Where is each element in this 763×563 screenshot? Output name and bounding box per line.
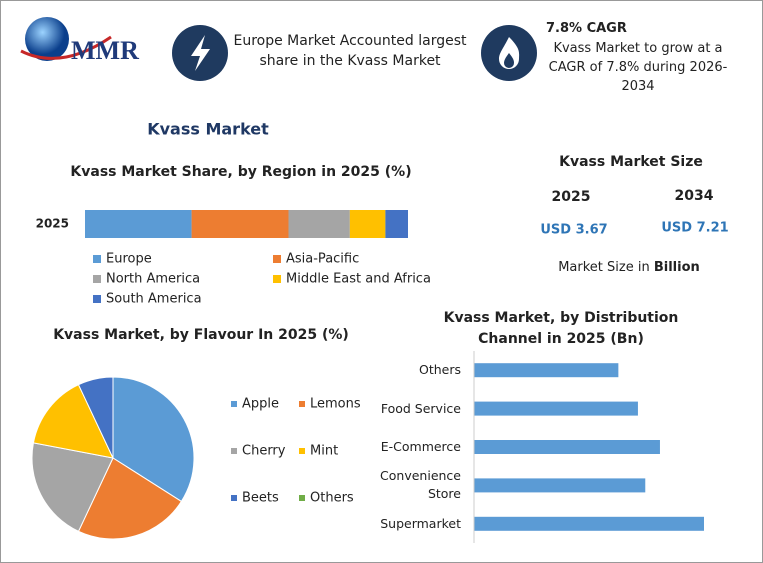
bar-segment [385,210,408,238]
size-year: 2034 [675,188,714,204]
chart-title: Kvass Market Share, by Region in 2025 (%… [70,164,411,180]
bolt-shape [191,35,210,71]
size-value: USD 7.21 [661,221,728,236]
size-value: USD 3.67 [540,223,607,238]
size-note: Market Size in Billion [558,260,700,275]
logo-globe [25,17,69,61]
legend-swatch [93,255,101,263]
flame-inner [504,53,514,68]
legend-label: South America [106,292,202,307]
size-title: Kvass Market Size [559,154,703,170]
bar-segment [349,210,386,238]
legend-swatch [273,275,281,283]
pie-slice [77,457,183,540]
bar [474,478,646,493]
main-title: Kvass Market [147,120,269,139]
legend-swatch [231,495,237,501]
legend-label: Apple [242,397,279,412]
legend-label: Others [310,491,354,506]
legend-label: Cherry [242,444,286,459]
legend-swatch [273,255,281,263]
legend-swatch [231,448,237,454]
chart-title: Kvass Market, by Distribution Channel in… [443,310,679,347]
bar [474,440,660,454]
legend-label: Middle East and Africa [286,272,431,287]
legend-label: Europe [106,252,152,267]
note-text: Market Size in [558,260,650,275]
note-unit: Billion [654,260,700,275]
pie-slice [31,442,114,532]
chart-title: Kvass Market, by Flavour In 2025 (%) [53,327,349,343]
legend-swatch [93,295,101,303]
bar-segment [288,210,350,238]
legend-label: Mint [310,444,338,459]
bar-segment [85,210,192,238]
bar-segment [191,210,289,238]
y-tick-label: Food Service [380,400,461,416]
legend-swatch [299,401,305,407]
legend-label: Lemons [310,397,361,412]
legend-label: North America [106,272,200,287]
y-tick-label: Convenience Store [380,468,461,502]
legend-swatch [231,401,237,407]
y-tick-label: E-Commerce [380,439,461,454]
legend-label: Asia-Pacific [286,252,359,267]
bar [474,401,638,416]
legend-swatch [299,495,305,501]
y-tick-label: Others [418,362,461,378]
y-tick-label: 2025 [36,217,69,231]
info-text: Europe Market Accounted largest share in… [233,33,467,69]
size-year: 2025 [552,189,591,205]
bar [474,516,704,531]
legend-swatch [299,448,305,454]
pie-slice [32,384,114,459]
legend-label: Beets [242,491,279,506]
flame-shape [499,37,520,69]
logo-swoosh [20,35,112,60]
legend-swatch [93,275,101,283]
bar [474,363,619,378]
logo-text: MMR [71,36,139,65]
info-text: Kvass Market to grow at a CAGR of 7.8% d… [548,41,728,94]
y-tick-label: Supermarket [380,515,461,531]
info-title: 7.8% CAGR [546,21,627,36]
